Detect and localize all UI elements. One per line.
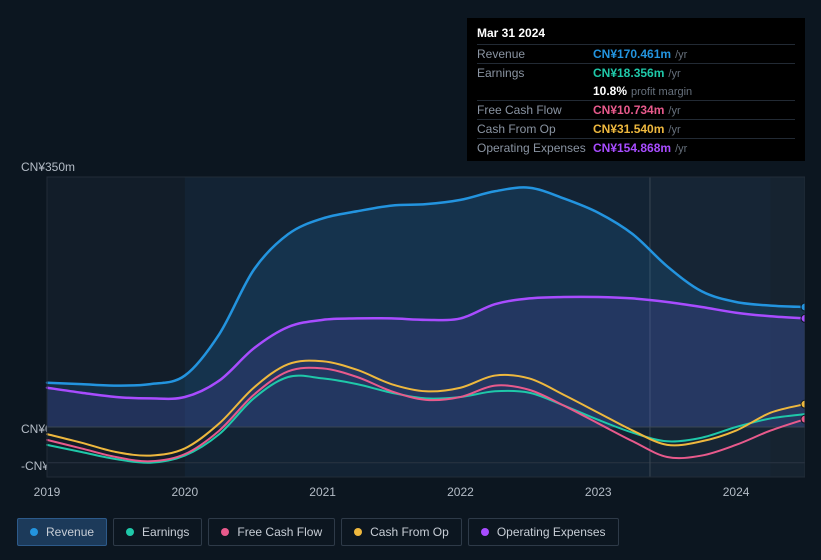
tooltip-row-value: CN¥10.734m <box>593 103 664 117</box>
tooltip-row-label: Cash From Op <box>477 122 593 136</box>
legend-label: Revenue <box>46 525 94 539</box>
legend-item-operating-expenses[interactable]: Operating Expenses <box>468 518 619 546</box>
tooltip-row: Cash From OpCN¥31.540m/yr <box>477 119 795 138</box>
tooltip-row-value: CN¥154.868m <box>593 141 671 155</box>
tooltip-row-value: 10.8% <box>593 84 627 98</box>
chart-container: Mar 31 2024 RevenueCN¥170.461m/yrEarning… <box>0 0 821 560</box>
tooltip-row-label: Free Cash Flow <box>477 103 593 117</box>
tooltip-row-label: Earnings <box>477 66 593 80</box>
tooltip-row-suffix: /yr <box>668 105 680 117</box>
legend-dot-icon <box>221 528 229 536</box>
tooltip-row: EarningsCN¥18.356m/yr <box>477 63 795 82</box>
tooltip-row-value: CN¥18.356m <box>593 66 664 80</box>
legend-label: Free Cash Flow <box>237 525 322 539</box>
legend-label: Earnings <box>142 525 189 539</box>
legend-dot-icon <box>30 528 38 536</box>
tooltip-row: Free Cash FlowCN¥10.734m/yr <box>477 100 795 119</box>
legend-item-earnings[interactable]: Earnings <box>113 518 202 546</box>
legend-dot-icon <box>126 528 134 536</box>
tooltip-row-suffix: /yr <box>668 124 680 136</box>
legend-label: Cash From Op <box>370 525 449 539</box>
tooltip-row-label: Operating Expenses <box>477 141 593 155</box>
tooltip-row: 10.8% profit margin <box>477 82 795 100</box>
chart-svg <box>17 160 805 480</box>
tooltip-title: Mar 31 2024 <box>477 24 795 44</box>
tooltip-row-value: CN¥170.461m <box>593 47 671 61</box>
tooltip-row-suffix: profit margin <box>631 86 692 98</box>
tooltip-row-suffix: /yr <box>675 49 687 61</box>
tooltip-row: Operating ExpensesCN¥154.868m/yr <box>477 138 795 157</box>
legend-label: Operating Expenses <box>497 525 606 539</box>
x-axis-label: 2022 <box>447 485 474 499</box>
legend-dot-icon <box>481 528 489 536</box>
x-axis-label: 2023 <box>585 485 612 499</box>
tooltip-row: RevenueCN¥170.461m/yr <box>477 44 795 63</box>
x-axis-label: 2020 <box>171 485 198 499</box>
tooltip-box: Mar 31 2024 RevenueCN¥170.461m/yrEarning… <box>467 18 805 161</box>
legend-item-cash-from-op[interactable]: Cash From Op <box>341 518 462 546</box>
tooltip-row-suffix: /yr <box>675 143 687 155</box>
x-axis-label: 2019 <box>34 485 61 499</box>
legend-item-revenue[interactable]: Revenue <box>17 518 107 546</box>
tooltip-row-suffix: /yr <box>668 68 680 80</box>
x-axis-label: 2024 <box>723 485 750 499</box>
tooltip-row-label: Revenue <box>477 47 593 61</box>
chart-plot[interactable] <box>17 160 805 480</box>
legend: Revenue Earnings Free Cash Flow Cash From O… <box>17 518 619 546</box>
x-axis-label: 2021 <box>309 485 336 499</box>
legend-dot-icon <box>354 528 362 536</box>
tooltip-row-value: CN¥31.540m <box>593 122 664 136</box>
legend-item-free-cash-flow[interactable]: Free Cash Flow <box>208 518 335 546</box>
